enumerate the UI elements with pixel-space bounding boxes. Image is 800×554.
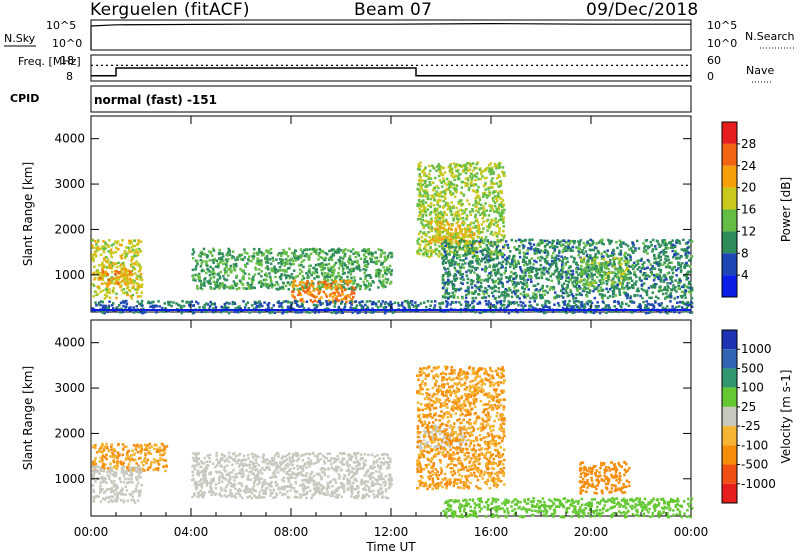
power-colorbar-label: 12 <box>741 224 756 238</box>
velocity-colorbar-cell <box>722 387 737 407</box>
power-colorbar-label: 20 <box>741 181 756 195</box>
velocity-colorbar-cell <box>722 445 737 465</box>
power-region <box>428 220 481 246</box>
power-colorbar-cell <box>722 253 737 276</box>
velocity-region <box>578 460 631 495</box>
noise-right-tick-top: 10^5 <box>707 19 737 32</box>
power-ytick-label: 1000 <box>54 268 85 282</box>
power-region <box>91 238 144 300</box>
velocity-region <box>91 465 143 504</box>
velocity-ylabel: Slant Range [km] <box>21 366 35 470</box>
velocity-ytick-label: 4000 <box>54 336 85 350</box>
station-title: Kerguelen (fitACF) <box>90 0 250 20</box>
velocity-colorbar-label: 500 <box>741 361 764 375</box>
power-colorbar-cell <box>722 165 737 188</box>
noise-right-tick-bottom: 10^0 <box>707 37 737 50</box>
power-colorbar-cell <box>722 122 737 144</box>
power-colorbar-cell <box>722 187 737 210</box>
power-ylabel: Slant Range [km] <box>21 162 35 266</box>
power-ytick-label: 2000 <box>54 222 85 236</box>
velocity-colorbar-cell <box>722 464 737 484</box>
power-colorbar-cell <box>722 209 737 232</box>
xtick-label: 16:00 <box>474 525 509 539</box>
velocity-ytick-label: 2000 <box>54 426 85 440</box>
velocity-region <box>442 497 694 519</box>
velocity-colorbar-cell <box>722 426 737 446</box>
noise-right-label: N.Search <box>745 30 795 43</box>
velocity-colorbar-label: -100 <box>741 438 768 452</box>
velocity-colorbar-frame <box>721 329 738 504</box>
velocity-colorbar-label: -25 <box>741 419 761 433</box>
velocity-ytick-label: 3000 <box>54 381 85 395</box>
velocity-colorbar-label: -1000 <box>741 477 776 491</box>
xtick-label: 00:00 <box>674 525 709 539</box>
xtick-label: 20:00 <box>574 525 609 539</box>
velocity-colorbar-cell <box>722 368 737 388</box>
freq-panel-frame <box>90 54 692 82</box>
velocity-colorbar-label: 1000 <box>741 342 772 356</box>
power-colorbar-label: 8 <box>741 246 749 260</box>
velocity-region <box>191 451 393 500</box>
date-title: 09/Dec/2018 <box>586 0 699 20</box>
xtick-label: 04:00 <box>174 525 209 539</box>
xtick-label: 12:00 <box>374 525 409 539</box>
power-colorbar-cell <box>722 143 737 166</box>
beam-title: Beam 07 <box>354 0 433 20</box>
xtick-label: 08:00 <box>274 525 309 539</box>
power-colorbar-label: 24 <box>741 159 756 173</box>
power-region <box>578 256 631 287</box>
velocity-colorbar-label: -500 <box>741 458 768 472</box>
power-region <box>191 247 394 291</box>
power-region <box>416 161 506 259</box>
noise-left-label: N.Sky <box>4 32 36 45</box>
velocity-colorbar-cell <box>722 406 737 427</box>
nave-label: Nave <box>746 64 774 77</box>
power-colorbar-label: 28 <box>741 137 756 151</box>
cpid-panel-frame <box>90 85 692 113</box>
freq-tick-bottom: 8 <box>66 70 73 83</box>
xtick-label: 00:00 <box>74 525 109 539</box>
velocity-region <box>416 365 506 491</box>
velocity-ytick-label: 1000 <box>54 472 85 486</box>
power-region <box>98 266 132 286</box>
noise-left-tick-bottom: 10^0 <box>52 37 82 50</box>
noise-trace <box>90 22 691 27</box>
power-ytick-label: 4000 <box>54 132 85 146</box>
power-colorbar-cell <box>722 275 737 297</box>
freq-label: Freq. [MHz] <box>18 55 81 68</box>
nave-tick-bottom: 0 <box>707 70 714 83</box>
power-ytick-label: 3000 <box>54 177 85 191</box>
velocity-colorbar-label: 25 <box>741 400 756 414</box>
frequency-trace <box>91 67 691 77</box>
power-colorbar-cell <box>722 231 737 254</box>
velocity-colorbar-cell <box>722 330 737 350</box>
x-axis-label: Time UT <box>365 540 416 554</box>
velocity-colorbar-cell <box>722 349 737 369</box>
cpid-text: normal (fast) -151 <box>94 93 217 107</box>
power-colorbar-label: 16 <box>741 203 756 217</box>
noise-left-tick-top: 10^5 <box>46 19 76 32</box>
velocity-colorbar-title: Velocity [m s-1] <box>779 370 793 464</box>
nave-tick-top: 60 <box>707 54 721 67</box>
power-region <box>441 238 694 300</box>
power-colorbar-title: Power [dB] <box>779 177 793 242</box>
velocity-colorbar-label: 100 <box>741 381 764 395</box>
power-region <box>291 279 356 305</box>
velocity-colorbar-cell <box>722 483 737 503</box>
cpid-label: CPID <box>10 92 39 105</box>
freq-tick-top: 18 <box>60 54 74 67</box>
power-colorbar-label: 4 <box>741 268 749 282</box>
